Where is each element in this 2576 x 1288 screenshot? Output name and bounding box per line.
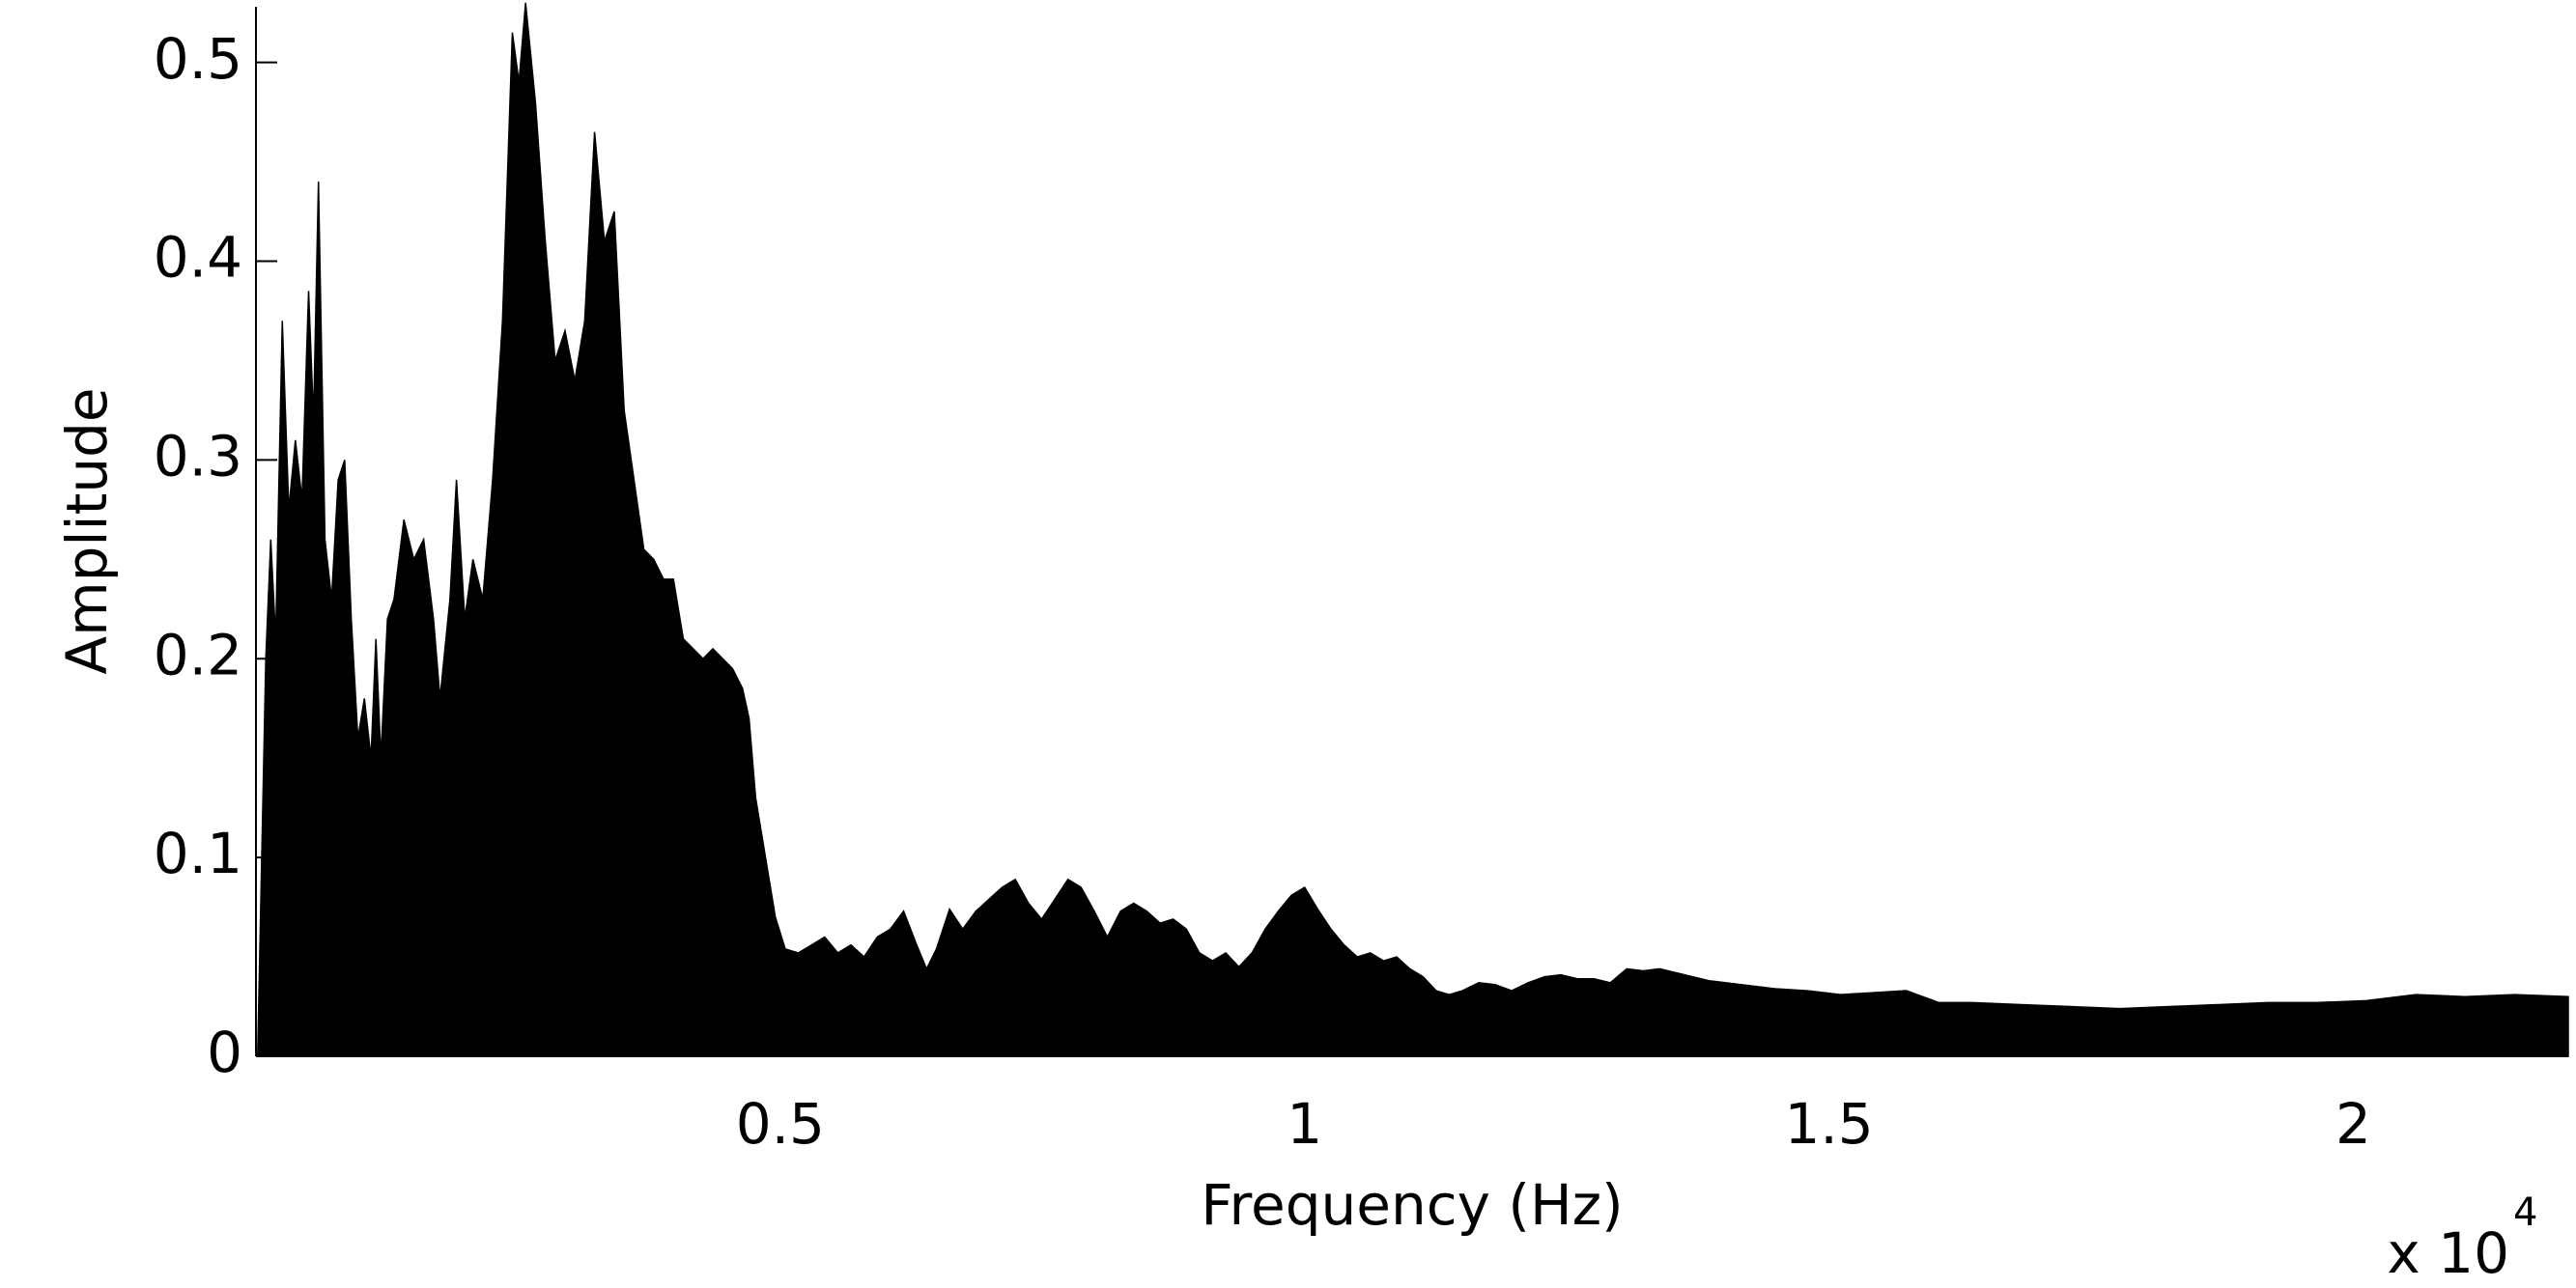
y-axis-label: Amplitude [54, 387, 120, 674]
y-tick-label: 0.1 [154, 821, 242, 886]
x-tick-label: 1.5 [1784, 1091, 1873, 1157]
y-tick-label: 0.5 [154, 26, 242, 92]
x-tick-label: 0.5 [736, 1091, 825, 1157]
y-tick-label: 0.3 [154, 423, 242, 489]
x-axis-label: Frequency (Hz) [1201, 1172, 1623, 1238]
x-tick-label: 1 [1287, 1091, 1322, 1157]
x-multiplier-exponent: 4 [2513, 1190, 2537, 1235]
y-tick-label: 0.2 [154, 622, 242, 687]
x-tick-label: 2 [2335, 1091, 2371, 1157]
y-tick-label: 0 [207, 1020, 242, 1085]
spectrum-area [256, 2, 2569, 1057]
y-tick-label: 0.4 [154, 225, 242, 291]
x-multiplier: x 10 [2387, 1220, 2509, 1286]
